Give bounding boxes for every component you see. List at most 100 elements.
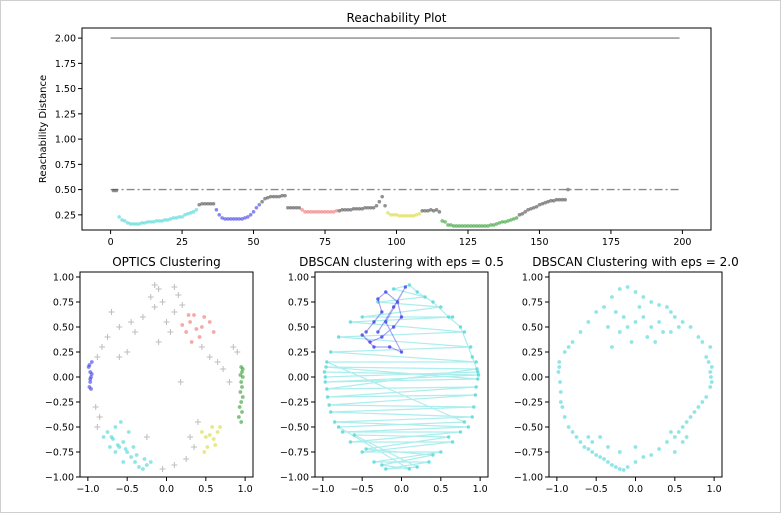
series-point — [372, 460, 376, 464]
scatter-point — [186, 313, 191, 317]
scatter-point — [562, 350, 567, 354]
cross-point — [132, 329, 139, 335]
cross-point — [234, 349, 241, 355]
cross-point — [175, 292, 182, 298]
scatter-point — [602, 457, 606, 461]
reachability-point — [406, 214, 410, 218]
reachability-point — [268, 194, 273, 199]
scatter-point — [88, 380, 93, 384]
series-line — [361, 286, 406, 354]
reachability-point — [145, 220, 150, 224]
reachability-point — [160, 219, 164, 223]
reachability-point — [417, 212, 422, 216]
x-tick-label: −1.0 — [76, 484, 99, 495]
reachability-point — [200, 201, 204, 206]
reachability-point — [123, 219, 127, 223]
reachability-point — [420, 209, 425, 213]
reachability-point — [280, 193, 284, 198]
series-point — [446, 315, 451, 319]
reachability-point — [243, 216, 247, 220]
cross-point — [99, 344, 106, 350]
scatter-point — [641, 455, 646, 459]
cross-point — [177, 379, 184, 385]
series-point — [431, 453, 435, 457]
reachability-point — [371, 205, 376, 210]
scatter-point — [704, 395, 709, 399]
scatter-point — [215, 430, 220, 434]
series-point — [469, 345, 473, 349]
series-point — [336, 335, 341, 339]
reachability-point — [291, 205, 296, 210]
series-point — [325, 387, 329, 391]
y-tick-label: −0.75 — [45, 448, 74, 459]
reachability-point — [331, 210, 336, 214]
cross-point — [206, 354, 213, 360]
reachability-point — [551, 198, 556, 203]
scatter-point — [121, 460, 126, 464]
scatter-point — [192, 313, 196, 317]
reachability-point — [314, 210, 319, 214]
scatter-point — [218, 425, 222, 429]
scatter-point — [123, 447, 128, 451]
scatter-point — [211, 437, 216, 441]
y-tick-label: 0.50 — [55, 185, 76, 196]
series-point — [388, 345, 392, 349]
reachability-point — [497, 221, 502, 225]
scatter-point — [633, 445, 638, 449]
reachability-point — [534, 204, 539, 209]
reachability-point — [348, 208, 353, 212]
reachability-point — [234, 217, 239, 221]
reachability-point — [180, 215, 184, 219]
reachability-point — [203, 201, 207, 206]
scatter-point — [625, 465, 630, 469]
scatter-point — [107, 445, 112, 449]
scatter-point — [134, 453, 139, 457]
cross-point — [143, 434, 150, 440]
scatter-point — [89, 387, 93, 391]
reachability-point — [151, 220, 156, 224]
reachability-point — [260, 199, 264, 204]
reachability-point — [346, 208, 350, 212]
scatter-point — [240, 385, 244, 389]
reachability-point — [560, 197, 565, 202]
y-axis-label: Reachability Distance — [38, 75, 49, 183]
cross-point — [230, 344, 237, 350]
scatter-point — [680, 425, 685, 429]
reachability-point — [277, 194, 282, 199]
reachability-point — [537, 202, 542, 207]
scatter-point — [556, 370, 561, 374]
reachability-point — [317, 210, 322, 214]
reachability-point — [463, 224, 467, 228]
y-tick-label: 1.00 — [55, 135, 76, 146]
scatter-point — [211, 330, 216, 334]
series-line — [324, 284, 479, 470]
reachability-point — [546, 199, 550, 204]
scatter-point — [606, 445, 610, 449]
y-tick-label: 1.00 — [522, 273, 543, 284]
reachability-point — [517, 213, 522, 217]
reachability-point — [323, 210, 327, 214]
reachability-point — [477, 224, 482, 228]
series-point — [348, 320, 353, 324]
reachability-point — [206, 201, 210, 206]
scatter-point — [672, 450, 677, 454]
cross-point — [159, 466, 166, 472]
series-point — [323, 375, 327, 379]
series-point — [399, 350, 404, 354]
reachability-point — [466, 224, 470, 228]
reachability-point — [366, 205, 370, 210]
scatter-point — [598, 455, 603, 459]
scatter-point — [665, 440, 669, 444]
scatter-point — [594, 453, 599, 457]
cross-point — [124, 349, 131, 355]
x-tick-label: 0.0 — [628, 484, 643, 495]
reachability-point — [440, 219, 445, 223]
y-tick-label: 1.00 — [288, 273, 309, 284]
reachability-point — [246, 215, 250, 219]
reachability-point — [226, 217, 230, 221]
reachability-point — [306, 210, 310, 214]
series-point — [476, 373, 481, 377]
scatter-point — [657, 303, 661, 307]
chart-panel-3 — [311, 271, 489, 481]
reachability-point — [531, 205, 536, 210]
